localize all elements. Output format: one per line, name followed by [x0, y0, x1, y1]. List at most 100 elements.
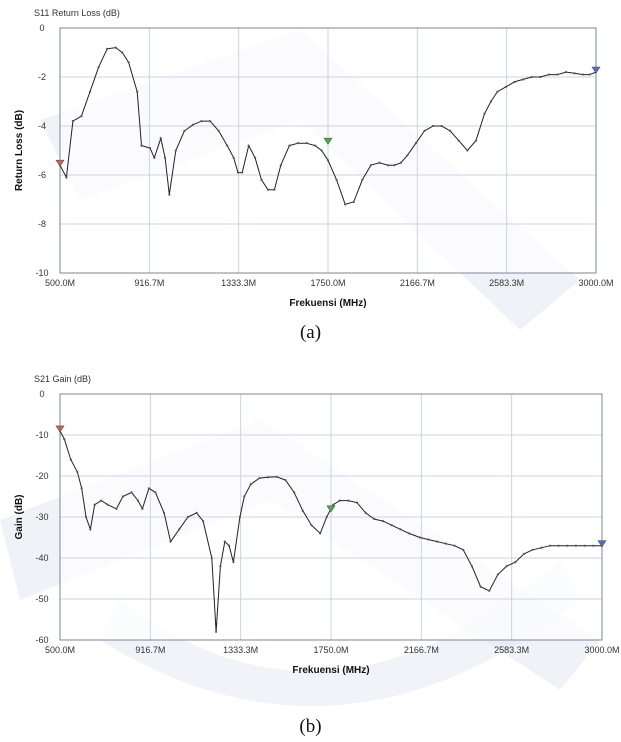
data-point: [80, 115, 83, 118]
data-point: [232, 561, 235, 564]
data-point: [305, 142, 308, 145]
y-tick-label: -60: [35, 635, 48, 645]
x-tick-label: 1333.3M: [223, 645, 258, 655]
plot-frame: [59, 27, 597, 274]
caption-b: (b): [299, 716, 322, 737]
data-point: [273, 188, 276, 191]
data-point: [470, 565, 474, 568]
data-point: [466, 149, 469, 152]
data-point: [582, 73, 585, 76]
data-point: [254, 156, 257, 159]
data-point: [247, 144, 250, 147]
x-tick-label: 1333.3M: [221, 278, 256, 288]
data-point: [444, 542, 448, 545]
data-point: [249, 483, 252, 486]
data-point: [267, 476, 270, 479]
data-point: [301, 509, 304, 512]
data-point: [407, 532, 411, 535]
data-point: [355, 501, 359, 504]
data-point: [115, 507, 118, 510]
data-point: [414, 142, 418, 145]
data-point: [314, 144, 317, 147]
data-point: [361, 178, 364, 181]
data-point: [258, 476, 261, 480]
data-point: [381, 520, 385, 523]
data-point: [474, 139, 478, 142]
data-point: [489, 100, 493, 103]
data-point: [243, 495, 246, 498]
caption-a: (a): [299, 322, 322, 343]
data-point: [71, 120, 74, 123]
y-axis-label: Return Loss (dB): [14, 110, 25, 191]
data-point: [427, 538, 430, 541]
data-point: [154, 491, 157, 494]
data-point: [514, 561, 517, 564]
marker-blue: [597, 540, 607, 548]
data-point: [183, 129, 186, 132]
data-point: [548, 544, 552, 547]
data-point: [153, 156, 156, 159]
data-point: [288, 144, 291, 147]
data-point: [217, 129, 220, 132]
x-tick-label: 3000.0M: [584, 645, 619, 655]
data-point: [210, 556, 213, 560]
y-tick-label: 0: [39, 23, 44, 33]
data-point: [431, 124, 435, 128]
x-tick-label: 2166.7M: [400, 278, 435, 288]
data-point: [266, 188, 270, 191]
data-point: [136, 499, 140, 502]
data-point: [540, 546, 543, 549]
data-point: [163, 156, 167, 159]
data-point: [214, 630, 218, 633]
y-tick-label: -8: [38, 219, 46, 229]
y-tick-label: -2: [38, 72, 46, 82]
data-point: [369, 164, 372, 167]
data-point: [238, 515, 242, 519]
y-tick-label: 0: [39, 389, 44, 399]
data-point: [148, 146, 152, 150]
data-point: [186, 515, 190, 519]
data-point: [260, 178, 263, 181]
y-tick-label: -10: [35, 430, 48, 440]
data-point: [284, 479, 287, 482]
data-point: [457, 139, 460, 142]
data-point: [169, 540, 172, 543]
data-point: [573, 72, 576, 75]
data-point: [557, 544, 560, 547]
data-point: [344, 203, 347, 206]
return-loss-chart-panel: S11 Return Loss (dB) 0 -2 -4 -6 -8 -10 500.0M 91…: [0, 0, 621, 309]
gain-chart-panel: S21 Gain (dB) 0 -10 -20 -30 -40 -50 -60 500.0M 91…: [0, 368, 621, 676]
data-point: [319, 532, 322, 535]
data-point: [140, 144, 143, 147]
x-tick-label: 500.0M: [45, 278, 75, 288]
data-point: [69, 458, 72, 461]
data-point: [505, 565, 508, 568]
x-tick-label: 2166.7M: [404, 645, 439, 655]
x-tick-label: 500.0M: [45, 645, 75, 655]
data-point: [574, 544, 578, 547]
data-point: [147, 487, 150, 490]
data-point: [130, 491, 133, 494]
data-point: [393, 164, 396, 167]
data-point: [378, 161, 381, 164]
data-point: [296, 142, 300, 145]
data-point: [513, 80, 516, 83]
data-point: [93, 503, 96, 506]
data-point: [583, 544, 586, 547]
data-point: [236, 171, 240, 174]
y-tick-label: -20: [35, 471, 48, 481]
series-line: [59, 47, 597, 206]
data-point: [228, 544, 231, 547]
data-point: [223, 540, 226, 543]
data-point: [241, 171, 244, 174]
x-axis-label: Frekuensi (MHz): [289, 298, 366, 309]
data-point: [496, 90, 499, 93]
data-point: [566, 544, 569, 547]
data-point: [326, 159, 330, 162]
data-point: [564, 71, 568, 74]
x-tick-label: 916.7M: [135, 645, 165, 655]
data-point: [195, 511, 198, 514]
data-point: [201, 520, 205, 523]
y-tick-label: -6: [38, 170, 46, 180]
